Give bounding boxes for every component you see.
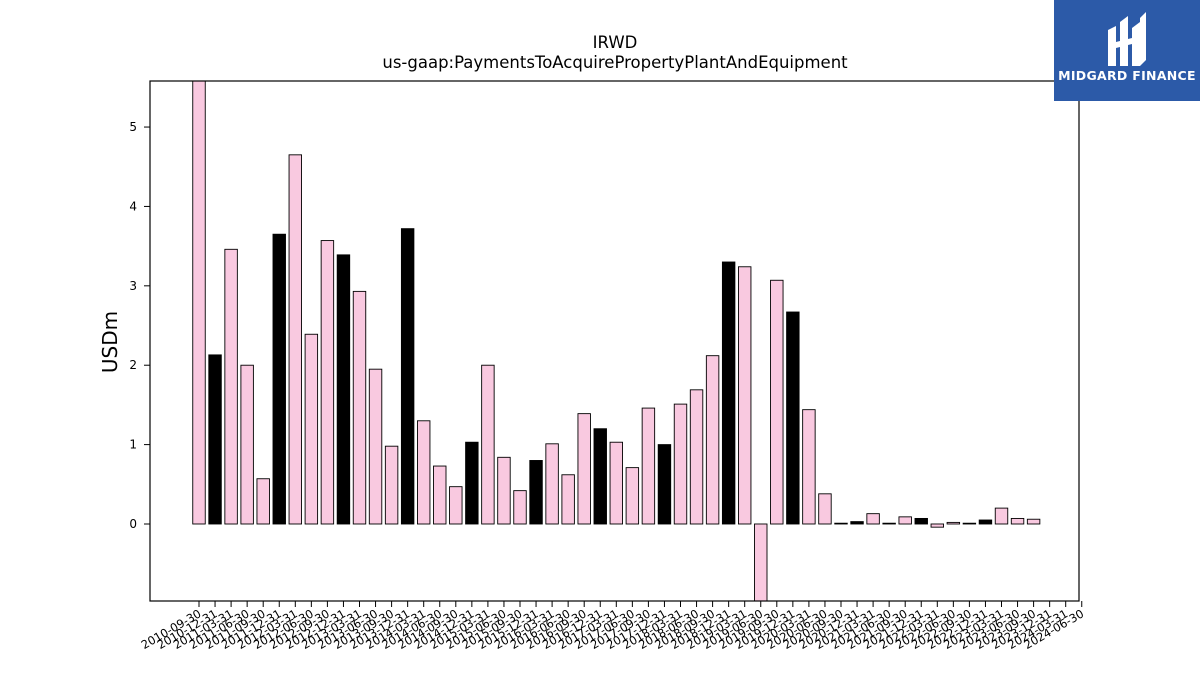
bar-2022-12-31 <box>978 519 993 525</box>
x-ticks: 2010-09-302010-12-312011-03-312011-06-30… <box>139 601 1086 652</box>
bar-2022-06-30 <box>946 521 961 525</box>
bar-2022-03-31 <box>930 523 944 528</box>
bar-2013-09-30 <box>384 445 399 525</box>
bar-2023-06-30 <box>1010 517 1025 525</box>
bar-2014-09-30 <box>449 486 463 525</box>
bar-2023-09-30 <box>1026 518 1041 525</box>
bar-2013-12-31 <box>400 228 415 525</box>
bar-2014-12-31 <box>465 441 479 525</box>
bar-2015-03-31 <box>481 364 495 525</box>
y-axis-label: USDm <box>98 311 122 373</box>
y-tick-label: 2 <box>129 358 137 372</box>
bar-2022-09-30 <box>962 522 977 525</box>
bar-2021-06-30 <box>882 522 896 525</box>
bar-2014-06-30 <box>433 465 447 525</box>
bar-2018-06-30 <box>689 389 704 525</box>
bar-2013-06-30 <box>368 368 383 525</box>
bar-2016-12-31 <box>593 428 607 525</box>
bar-2010-09-30 <box>192 80 206 525</box>
bar-2021-03-31 <box>866 513 880 525</box>
bar-2023-03-31 <box>994 507 1009 525</box>
chart-subtitle: us-gaap:PaymentsToAcquirePropertyPlantAn… <box>382 53 848 72</box>
bar-2015-09-30 <box>513 490 527 525</box>
midgard-logo-icon <box>1108 12 1146 66</box>
bar-2016-06-30 <box>561 474 575 525</box>
bar-2019-09-30 <box>770 279 784 525</box>
bar-2021-09-30 <box>898 516 912 525</box>
bar-2019-03-31 <box>738 266 752 525</box>
y-tick-label: 1 <box>129 438 137 452</box>
bar-2020-03-31 <box>802 409 816 525</box>
logo-text: MIDGARD FINANCE <box>1058 68 1196 83</box>
bar-2017-12-31 <box>657 444 672 525</box>
bar-2016-09-30 <box>577 413 591 525</box>
bar-2019-06-30 <box>754 523 768 602</box>
bar-2020-09-30 <box>834 522 848 525</box>
y-tick-label: 3 <box>129 279 137 293</box>
bar-2017-06-30 <box>625 467 640 525</box>
y-ticks: 0 1 2 3 4 5 <box>129 120 150 531</box>
y-tick-label: 5 <box>129 120 137 134</box>
bar-2010-12-31 <box>208 354 222 525</box>
bar-2017-03-31 <box>609 441 623 525</box>
bar-2020-12-31 <box>850 521 864 525</box>
bar-2018-03-31 <box>673 403 688 525</box>
y-tick-label: 0 <box>129 517 137 531</box>
bar-2011-03-31 <box>224 248 238 525</box>
brand-logo: MIDGARD FINANCE <box>1054 0 1200 101</box>
bar-2012-09-30 <box>320 240 335 525</box>
y-tick-label: 4 <box>129 199 137 213</box>
bar-2011-06-30 <box>240 364 254 525</box>
bar-2013-03-31 <box>352 290 367 525</box>
bar-2015-06-30 <box>497 456 511 525</box>
bar-2018-09-30 <box>705 355 720 525</box>
bar-2012-12-31 <box>336 254 351 525</box>
bars-group <box>192 80 1041 602</box>
bar-2015-12-31 <box>529 460 543 525</box>
bar-2020-06-30 <box>818 493 832 525</box>
bar-2017-09-30 <box>641 407 656 525</box>
bar-2011-09-30 <box>256 478 270 525</box>
bar-2012-03-31 <box>288 154 302 525</box>
bar-2016-03-31 <box>545 443 559 525</box>
bar-2012-06-30 <box>304 333 319 525</box>
bar-2019-12-31 <box>786 311 800 525</box>
bar-2011-12-31 <box>272 233 286 525</box>
chart-title: IRWD <box>593 33 638 52</box>
bar-2021-12-31 <box>914 517 928 525</box>
bar-2014-03-31 <box>417 420 431 525</box>
plot-frame <box>149 80 1080 602</box>
bar-2018-12-31 <box>721 261 736 525</box>
